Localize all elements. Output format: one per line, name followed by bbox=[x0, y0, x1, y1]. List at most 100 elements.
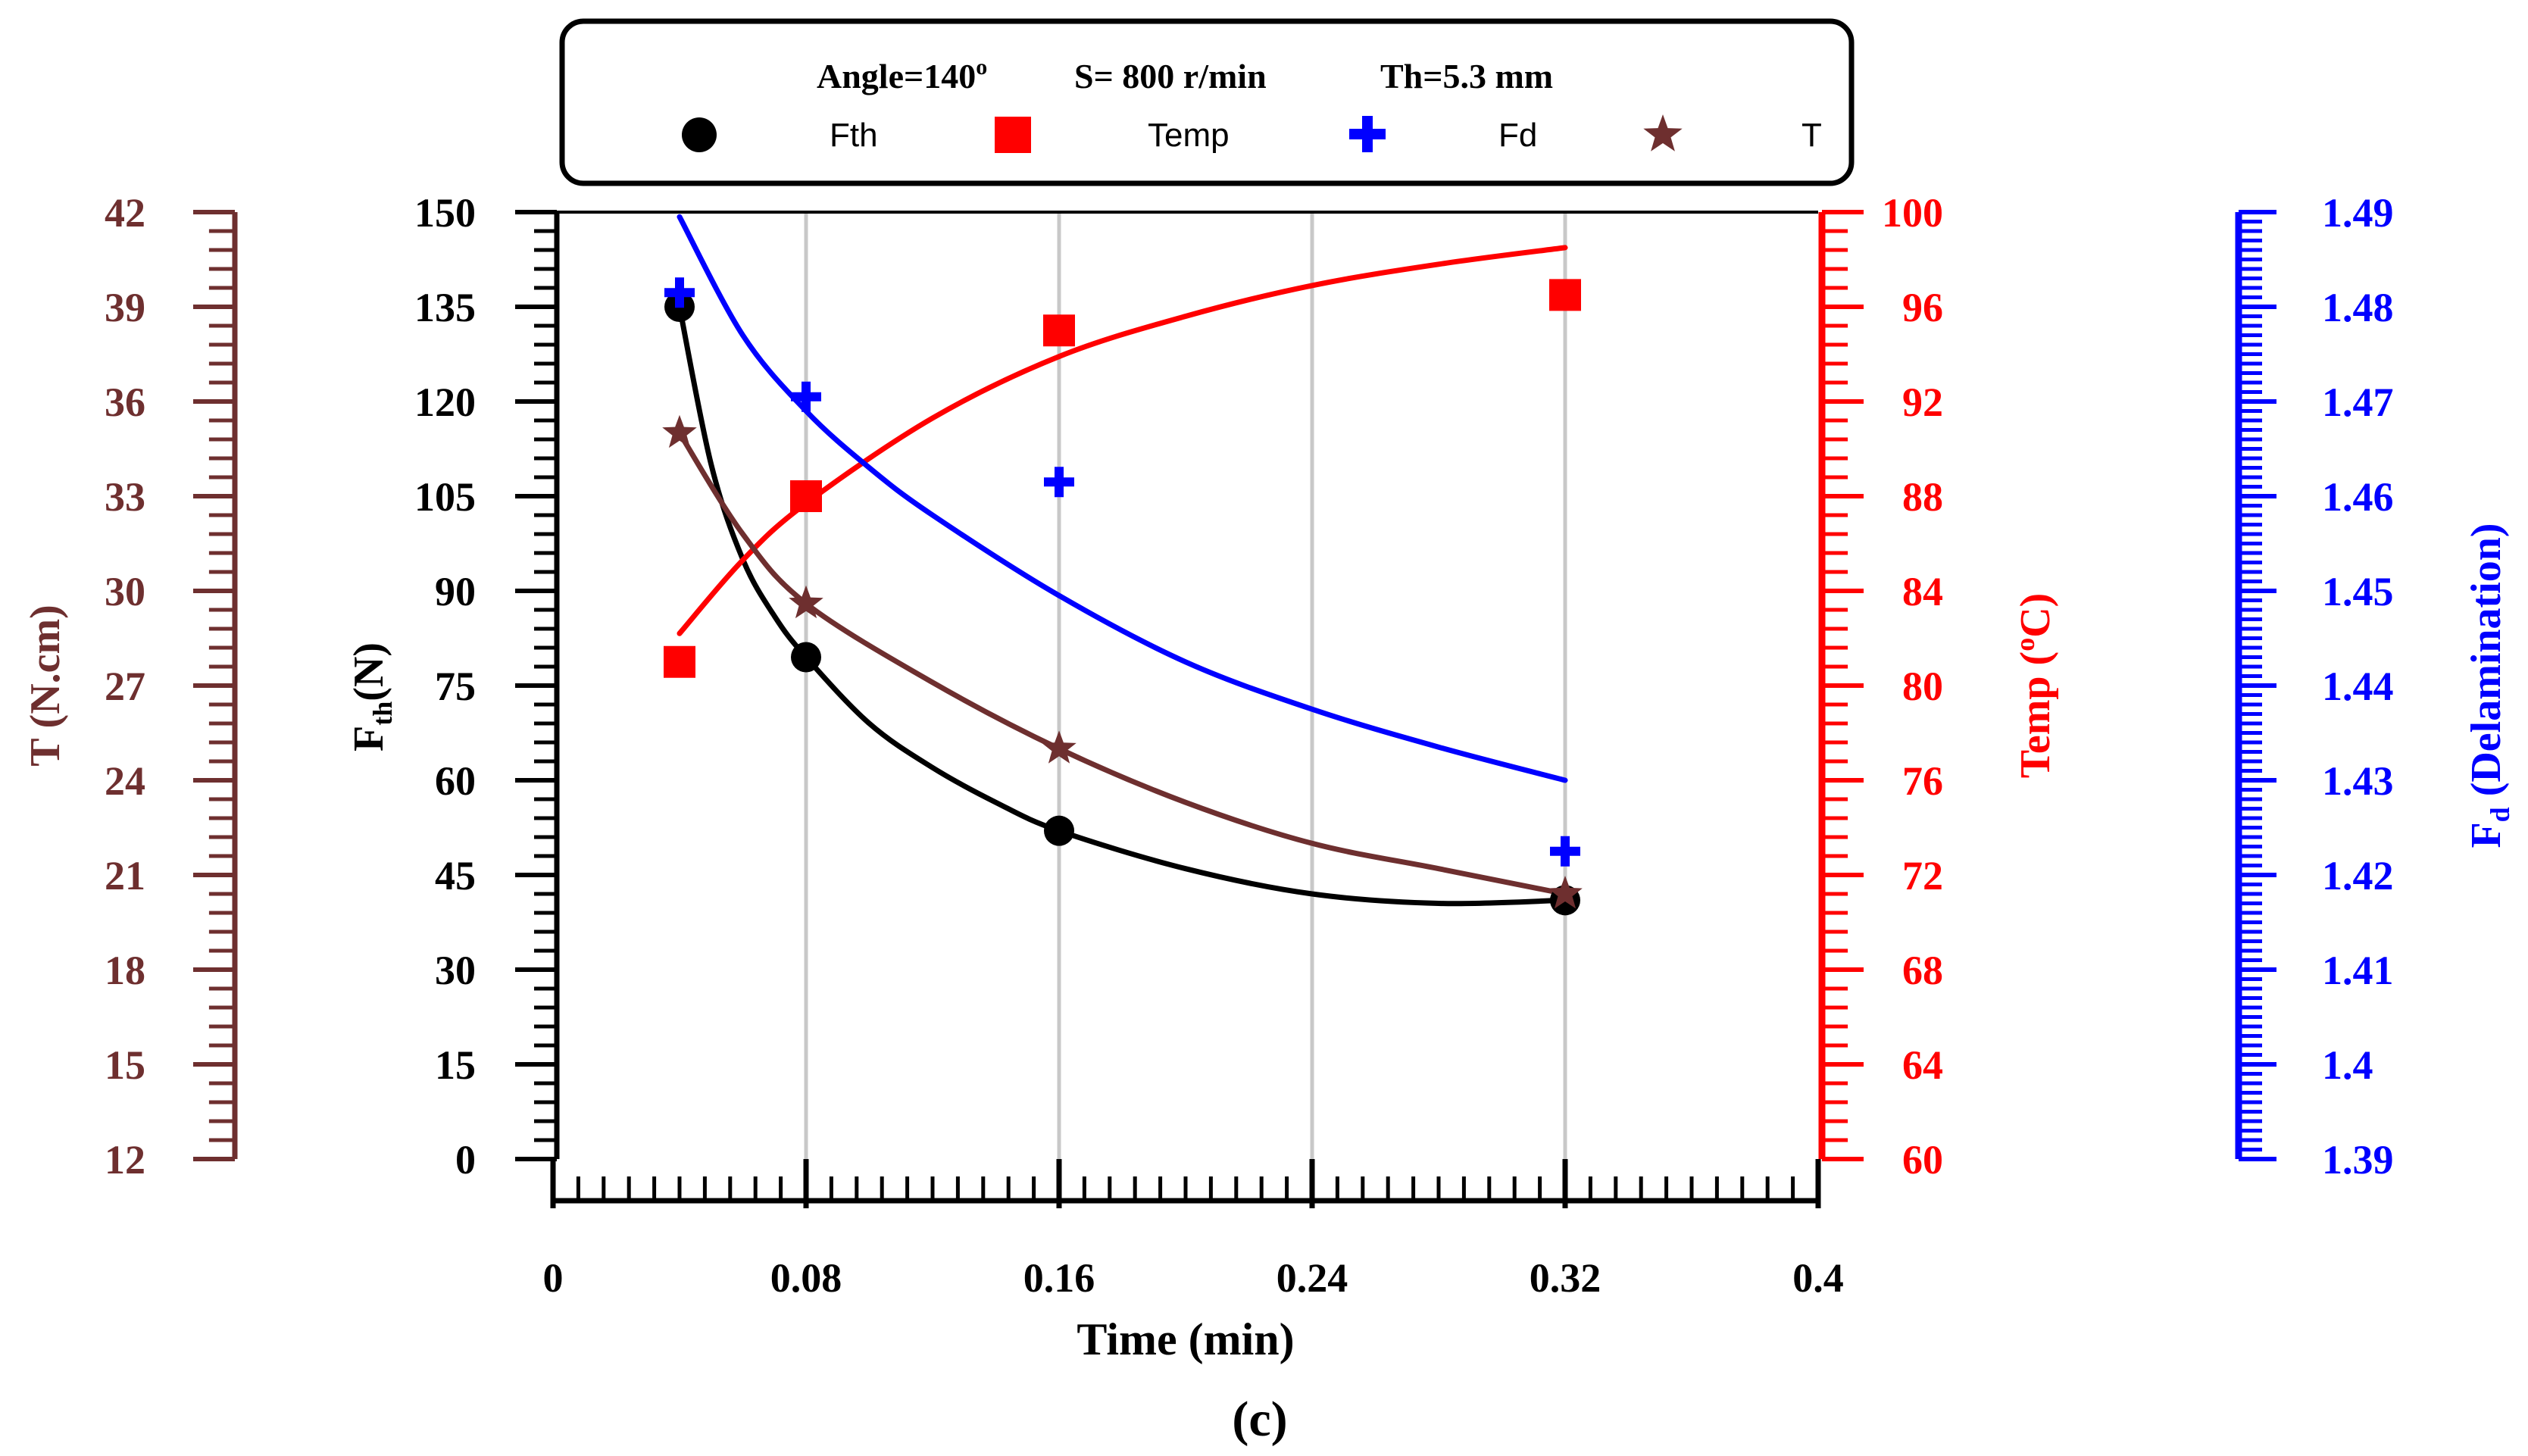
fd-tick-label: 1.39 bbox=[2322, 1137, 2394, 1183]
temp-tick-label: 64 bbox=[1902, 1042, 1943, 1088]
fth-tick-label: 15 bbox=[435, 1042, 476, 1088]
fd-tick-label: 1.44 bbox=[2322, 664, 2394, 709]
temp-tick-label: 96 bbox=[1902, 285, 1943, 330]
torque-axis-title: T (N.cm) bbox=[22, 605, 69, 767]
point-fth bbox=[1044, 815, 1074, 846]
temp-axis-title-rest: C) bbox=[2012, 593, 2059, 638]
fd-tick-label: 1.43 bbox=[2322, 758, 2394, 804]
temp-tick-label: 76 bbox=[1902, 758, 1943, 804]
point-t bbox=[789, 585, 823, 619]
torque-axis: 12 15 18 21 24 27 30 33 36 39 42 bbox=[105, 190, 238, 1183]
legend-angle-degree-sup: o bbox=[976, 55, 987, 80]
fd-axis-title-rest: (Delamination) bbox=[2463, 523, 2510, 807]
x-tick-label: 0.24 bbox=[1276, 1255, 1348, 1301]
fd-tick-label: 1.46 bbox=[2322, 474, 2394, 520]
x-tick-label: 0 bbox=[543, 1255, 564, 1301]
fth-tick-label: 45 bbox=[435, 853, 476, 898]
fit-line-temp bbox=[677, 245, 1568, 636]
temp-tick-label: 60 bbox=[1902, 1137, 1943, 1183]
legend: Angle=140o S= 800 r/min Th=5.3 mm Fth Te… bbox=[559, 18, 1855, 186]
temp-axis: 60 64 68 72 76 80 84 88 92 96 100 bbox=[1818, 190, 1943, 1183]
point-fd bbox=[1550, 836, 1580, 867]
x-tick-label: 0.32 bbox=[1530, 1255, 1601, 1301]
fd-tick-label: 1.47 bbox=[2322, 380, 2394, 425]
fit-line-fd bbox=[677, 214, 1568, 783]
fth-tick-label: 105 bbox=[414, 474, 476, 520]
legend-t-marker bbox=[1643, 114, 1683, 152]
fth-tick-label: 120 bbox=[414, 380, 476, 425]
fth-tick-label: 150 bbox=[414, 190, 476, 236]
torque-tick-label: 30 bbox=[105, 569, 145, 614]
point-temp bbox=[1043, 314, 1075, 347]
torque-tick-label: 36 bbox=[105, 380, 145, 425]
point-t bbox=[1548, 876, 1583, 909]
fd-tick-label: 1.48 bbox=[2322, 285, 2394, 330]
series-layer bbox=[662, 214, 1583, 916]
legend-condition-speed: S= 800 r/min bbox=[1074, 57, 1267, 95]
fth-axis-title-rest: (N) bbox=[345, 642, 392, 701]
temp-tick-label: 80 bbox=[1902, 664, 1943, 709]
fth-tick-label: 75 bbox=[435, 664, 476, 709]
fth-tick-label: 135 bbox=[414, 285, 476, 330]
legend-t-label: T bbox=[1801, 117, 1822, 154]
x-axis: 0 0.08 0.16 0.24 0.32 0.4 bbox=[543, 211, 1844, 1301]
x-tick-label: 0.16 bbox=[1023, 1255, 1095, 1301]
figure-caption: (c) bbox=[1232, 1392, 1287, 1447]
point-fth bbox=[791, 642, 821, 673]
fth-tick-label: 90 bbox=[435, 569, 476, 614]
fd-tick-label: 1.45 bbox=[2322, 569, 2394, 614]
temp-tick-label: 88 bbox=[1902, 474, 1943, 520]
legend-temp-label: Temp bbox=[1148, 117, 1230, 154]
legend-temp-marker bbox=[995, 117, 1031, 153]
temp-axis-title: Temp (oC) bbox=[2010, 593, 2059, 779]
legend-fd-marker bbox=[1349, 116, 1386, 152]
fth-tick-label: 30 bbox=[435, 948, 476, 993]
legend-fth-marker bbox=[682, 117, 717, 152]
fd-axis-title: Fd (Delamination) bbox=[2463, 523, 2515, 848]
legend-condition-thickness: Th=5.3 mm bbox=[1380, 57, 1553, 95]
temp-tick-label: 92 bbox=[1902, 380, 1943, 425]
torque-tick-label: 27 bbox=[105, 664, 145, 709]
fd-tick-label: 1.4 bbox=[2322, 1042, 2373, 1088]
point-t bbox=[662, 414, 697, 448]
point-temp bbox=[664, 645, 695, 678]
point-fd bbox=[791, 381, 821, 412]
legend-fth-label: Fth bbox=[830, 117, 878, 154]
fth-tick-label: 0 bbox=[455, 1137, 476, 1183]
point-fd bbox=[1044, 467, 1074, 498]
torque-tick-label: 42 bbox=[105, 190, 145, 236]
temp-tick-label: 84 bbox=[1902, 569, 1943, 614]
torque-tick-label: 12 bbox=[105, 1137, 145, 1183]
fd-axis-title-sub: d bbox=[2485, 807, 2515, 822]
fth-axis: 0 15 30 45 60 75 90 105 120 135 150 bbox=[414, 190, 560, 1183]
torque-tick-label: 21 bbox=[105, 853, 145, 898]
x-tick-label: 0.4 bbox=[1792, 1255, 1844, 1301]
point-temp bbox=[1549, 279, 1581, 311]
point-temp bbox=[790, 480, 822, 512]
temp-tick-label: 100 bbox=[1882, 190, 1943, 236]
temp-axis-title-sup: o bbox=[2010, 638, 2040, 651]
temp-tick-label: 68 bbox=[1902, 948, 1943, 993]
point-t bbox=[1042, 730, 1077, 764]
legend-fd-label: Fd bbox=[1498, 117, 1537, 154]
fth-axis-title: Fth(N) bbox=[345, 642, 398, 751]
fd-tick-label: 1.42 bbox=[2322, 853, 2394, 898]
torque-tick-label: 39 bbox=[105, 285, 145, 330]
grid-lines bbox=[804, 212, 1567, 1159]
torque-tick-label: 24 bbox=[105, 758, 145, 804]
fit-line-fth bbox=[677, 304, 1568, 907]
fth-axis-title-sub: th bbox=[367, 701, 398, 726]
x-axis-title: Time (min) bbox=[1077, 1314, 1294, 1364]
x-tick-label: 0.08 bbox=[770, 1255, 842, 1301]
fd-tick-label: 1.49 bbox=[2322, 190, 2394, 236]
torque-tick-label: 15 bbox=[105, 1042, 145, 1088]
temp-tick-label: 72 bbox=[1902, 853, 1943, 898]
torque-tick-label: 18 bbox=[105, 948, 145, 993]
fd-tick-label: 1.41 bbox=[2322, 948, 2394, 993]
fth-tick-label: 60 bbox=[435, 758, 476, 804]
point-fd bbox=[664, 277, 695, 308]
torque-tick-label: 33 bbox=[105, 474, 145, 520]
fd-axis: 1.39 1.4 1.41 1.42 1.43 1.44 1.45 1.46 1.47 1.48 1… bbox=[2235, 190, 2394, 1183]
legend-box bbox=[559, 18, 1855, 186]
